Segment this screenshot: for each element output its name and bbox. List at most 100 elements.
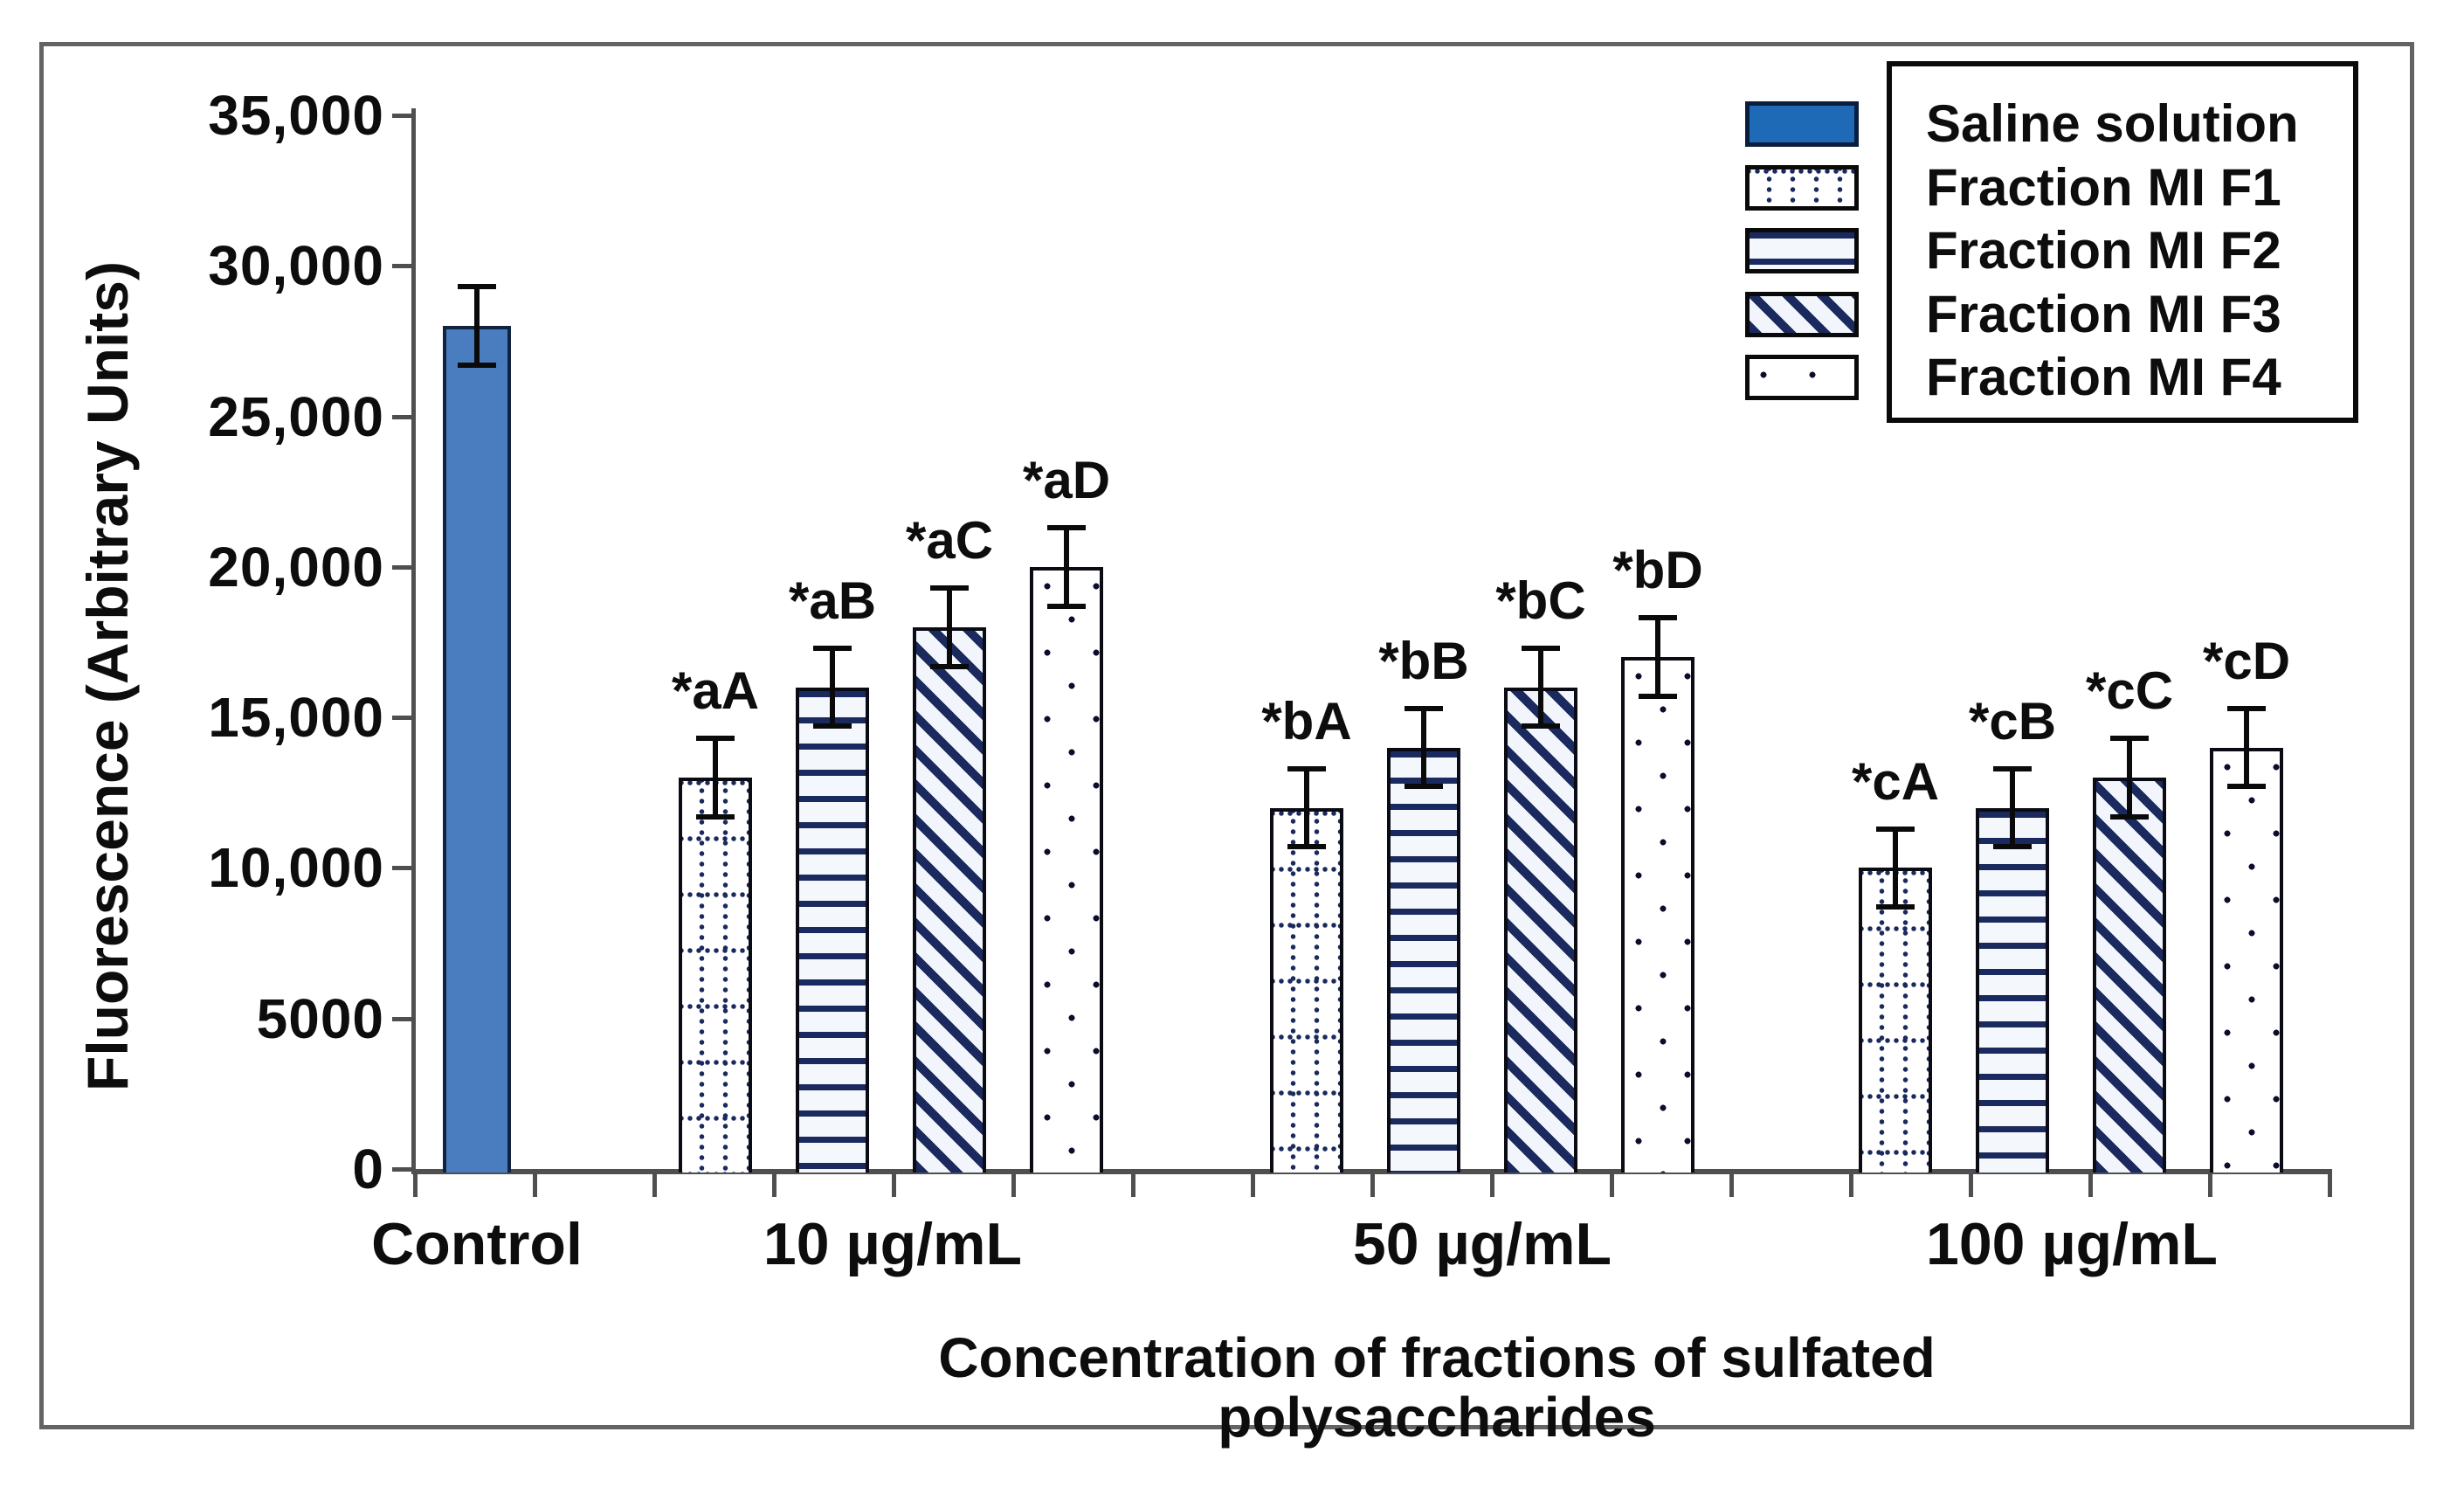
legend-swatch-solid-blue (1745, 101, 1859, 147)
y-tick-label: 35,000 (208, 84, 384, 147)
bar-annotation: *bB (1378, 631, 1469, 690)
error-bar-cap-top (2110, 736, 2149, 742)
x-tick (1011, 1174, 1016, 1197)
x-tick (1490, 1174, 1494, 1197)
category-label: Control (371, 1211, 583, 1277)
bar-annotation: *cD (2202, 631, 2291, 690)
bar-fraction-mi-f2 (1976, 807, 2049, 1173)
error-bar-cap-bottom (1287, 844, 1326, 850)
error-bar-cap-top (458, 284, 496, 290)
error-bar-cap-top (2227, 705, 2266, 711)
error-bar-line (1304, 768, 1309, 847)
legend-swatch-sparse-dots (1745, 355, 1859, 400)
error-bar-line (1655, 618, 1660, 696)
y-tick (392, 414, 413, 419)
x-tick (892, 1174, 896, 1197)
error-bar-cap-bottom (1522, 723, 1560, 730)
bar-fraction-mi-f3 (2093, 778, 2166, 1173)
error-bar-cap-bottom (458, 362, 496, 368)
legend-box (1887, 61, 2358, 423)
category-label: 100 µg/mL (1926, 1211, 2218, 1277)
legend-swatch-diagonal-stripes (1745, 292, 1859, 337)
bar-fraction-mi-f1 (1859, 868, 1932, 1173)
y-tick-label: 25,000 (208, 384, 384, 448)
bar-fraction-mi-f2 (1387, 747, 1460, 1173)
x-tick (2328, 1174, 2332, 1197)
y-tick-label: 5000 (256, 986, 384, 1050)
legend-label: Fraction MI F2 (1926, 221, 2281, 280)
error-bar-line (713, 738, 718, 817)
error-bar-line (830, 647, 835, 727)
error-bar-line (2127, 738, 2132, 817)
bar-fraction-mi-f1 (1270, 807, 1343, 1173)
error-bar-line (2244, 708, 2249, 787)
y-tick (392, 564, 413, 570)
category-label: 50 µg/mL (1352, 1211, 1612, 1277)
error-bar-line (1538, 647, 1543, 727)
error-bar-cap-bottom (1405, 784, 1443, 790)
y-tick-label: 10,000 (208, 836, 384, 900)
bar-fraction-mi-f4 (2210, 747, 2283, 1173)
y-tick-label: 0 (352, 1138, 384, 1200)
legend-label: Saline solution (1926, 94, 2299, 153)
error-bar-cap-top (813, 645, 852, 651)
y-tick (392, 1167, 413, 1172)
y-axis-line (411, 108, 416, 1173)
y-tick (392, 866, 413, 871)
error-bar-line (1421, 708, 1426, 787)
bar-annotation: *aB (788, 571, 877, 630)
legend-label: Fraction MI F1 (1926, 158, 2281, 217)
bar-fraction-mi-f4 (1621, 657, 1694, 1173)
bar-fraction-mi-f3 (913, 626, 986, 1173)
bar-fraction-mi-f3 (1504, 687, 1577, 1173)
bar-fraction-mi-f1 (679, 778, 752, 1173)
bar-annotation: *cA (1851, 751, 1940, 811)
y-tick-label: 15,000 (208, 686, 384, 750)
error-bar-line (474, 287, 480, 365)
bar-annotation: *aD (1022, 451, 1111, 510)
y-tick (392, 716, 413, 721)
legend-label: Fraction MI F4 (1926, 348, 2281, 406)
y-tick (392, 264, 413, 269)
error-bar-cap-top (696, 736, 735, 742)
error-bar-cap-bottom (1639, 694, 1677, 700)
category-label: 10 µg/mL (763, 1211, 1023, 1277)
bar-annotation: *cC (2085, 661, 2174, 721)
x-axis-title: Concentration of fractions of sulfated p… (938, 1326, 1936, 1449)
error-bar-cap-bottom (2110, 813, 2149, 820)
bar-fraction-mi-f2 (796, 687, 869, 1173)
x-axis-line (411, 1169, 2332, 1174)
x-tick (1969, 1174, 1973, 1197)
x-tick (652, 1174, 657, 1197)
error-bar-cap-top (1639, 615, 1677, 621)
bar-saline-solution (443, 326, 511, 1173)
x-tick (413, 1174, 418, 1197)
y-tick (392, 114, 413, 118)
error-bar-line (947, 587, 952, 667)
error-bar-cap-top (1047, 525, 1086, 531)
bar-fraction-mi-f4 (1030, 566, 1103, 1173)
x-tick (1370, 1174, 1375, 1197)
error-bar-line (1893, 828, 1898, 908)
error-bar-cap-bottom (930, 663, 969, 669)
legend-swatch-dotted-grid (1745, 165, 1859, 211)
error-bar-line (2010, 768, 2015, 847)
error-bar-cap-top (1287, 765, 1326, 771)
x-tick (1131, 1174, 1135, 1197)
error-bar-cap-bottom (2227, 784, 2266, 790)
bar-annotation: *bA (1261, 691, 1352, 751)
bar-annotation: *aA (671, 661, 760, 721)
y-tick-label: 20,000 (208, 535, 384, 598)
x-tick (1251, 1174, 1255, 1197)
error-bar-cap-top (1522, 645, 1560, 651)
x-tick (533, 1174, 537, 1197)
x-tick (2088, 1174, 2093, 1197)
error-bar-cap-bottom (696, 813, 735, 820)
error-bar-line (1064, 528, 1069, 606)
x-tick (1849, 1174, 1853, 1197)
error-bar-cap-bottom (1993, 844, 2032, 850)
legend-swatch-horizontal-stripes (1745, 228, 1859, 273)
x-tick (2208, 1174, 2212, 1197)
